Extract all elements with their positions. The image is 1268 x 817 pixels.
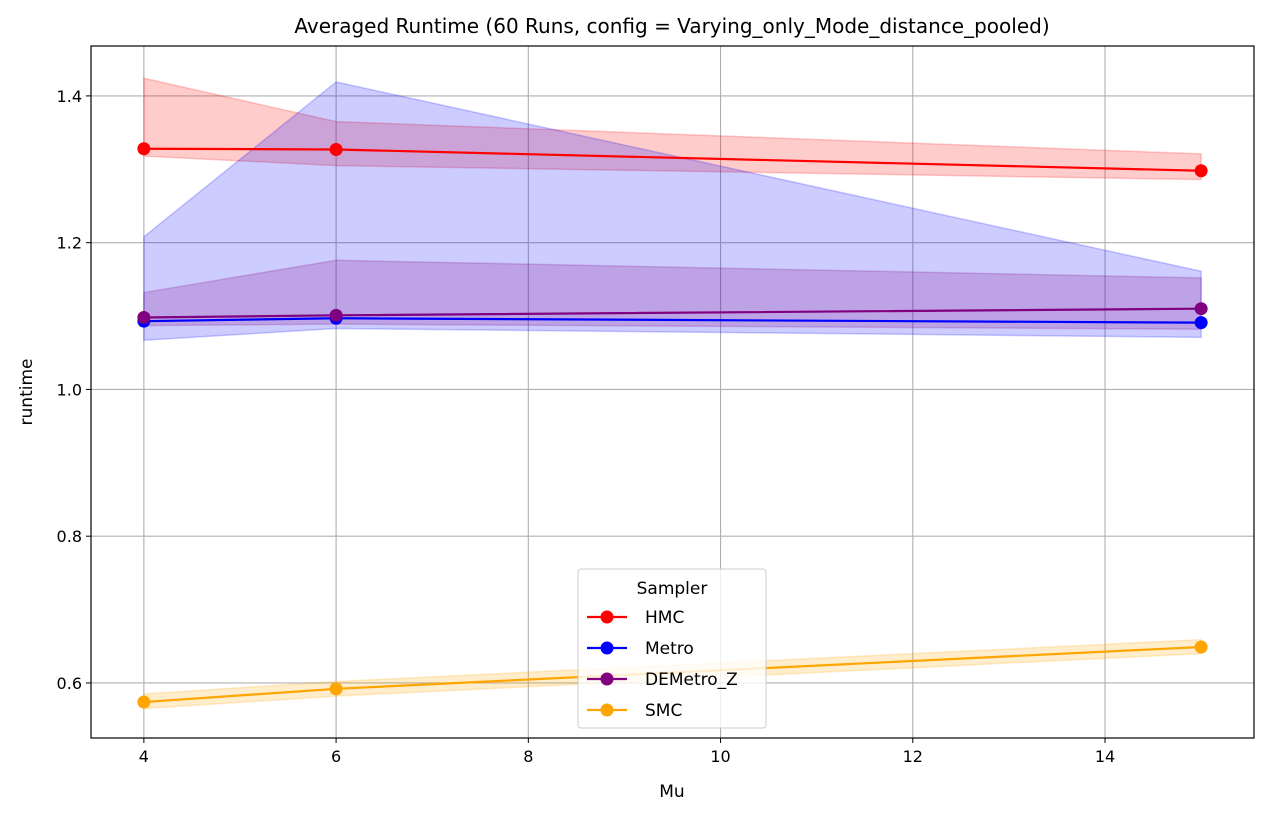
legend-marker <box>600 703 614 717</box>
legend-item-metro: Metro <box>587 639 694 659</box>
data-point-hmc <box>137 142 151 156</box>
x-axis-title: Mu <box>659 782 684 802</box>
data-point-demetro-z <box>329 308 343 322</box>
data-point-demetro-z <box>1194 302 1208 316</box>
x-tick-label: 10 <box>710 747 730 766</box>
y-axis: 0.6 0.8 1.0 1.2 1.4 <box>57 87 91 693</box>
x-tick-label: 4 <box>139 747 149 766</box>
legend-marker <box>600 641 614 655</box>
plot-frame <box>90 45 1255 739</box>
legend-item-smc: SMC <box>587 701 682 721</box>
legend-marker <box>600 610 614 624</box>
x-tick-label: 8 <box>523 747 533 766</box>
x-tick-label: 14 <box>1095 747 1115 766</box>
y-tick-label: 1.0 <box>57 380 82 399</box>
x-tick-label: 12 <box>903 747 923 766</box>
data-point-hmc <box>1194 164 1208 178</box>
plot-area <box>90 45 1255 739</box>
legend-marker <box>600 672 614 686</box>
legend-item-hmc: HMC <box>587 608 684 628</box>
band-layer <box>143 77 1202 710</box>
data-point-smc <box>137 695 151 709</box>
band-metro <box>143 81 1202 342</box>
data-point-hmc <box>329 142 343 156</box>
legend-label: SMC <box>645 701 682 721</box>
y-tick-label: 1.2 <box>57 234 82 253</box>
legend-item-demetro-z: DEMetro_Z <box>587 670 738 690</box>
x-tick-label: 6 <box>331 747 341 766</box>
data-point-smc <box>329 682 343 696</box>
y-tick-label: 0.6 <box>57 674 82 693</box>
legend-box <box>577 568 767 729</box>
data-point-demetro-z <box>137 311 151 325</box>
legend: Sampler HMC Metro DEMetro_Z SMC <box>577 568 767 729</box>
legend-title: Sampler <box>637 579 708 599</box>
legend-items: HMC Metro DEMetro_Z SMC <box>587 608 738 721</box>
legend-label: DEMetro_Z <box>645 670 738 690</box>
legend-label: HMC <box>645 608 684 628</box>
line-layer <box>137 142 1208 709</box>
band-hmc <box>143 77 1202 181</box>
y-tick-label: 0.8 <box>57 527 82 546</box>
y-tick-label: 1.4 <box>57 87 82 106</box>
x-axis: 4 6 8 10 12 14 <box>139 738 1115 766</box>
chart-title: Averaged Runtime (60 Runs, config = Vary… <box>294 14 1049 38</box>
data-point-smc <box>1194 640 1208 654</box>
y-axis-title: runtime <box>17 359 37 426</box>
legend-label: Metro <box>645 639 694 659</box>
data-point-metro <box>1194 316 1208 330</box>
